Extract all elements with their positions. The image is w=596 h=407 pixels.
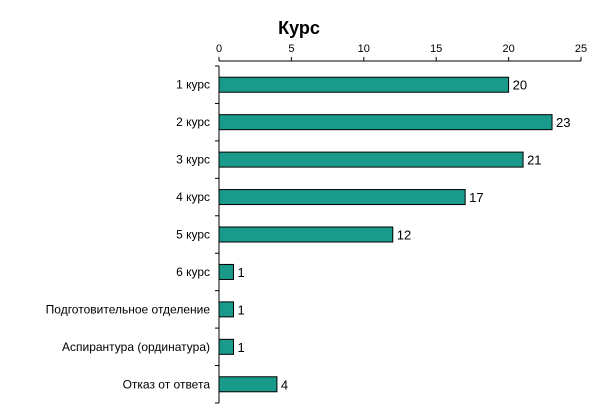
bar — [218, 263, 234, 280]
data-labels: 20 23 21 17 12 1 1 1 4 — [237, 78, 570, 393]
category-label: 5 курс — [176, 228, 210, 242]
bar — [218, 226, 394, 243]
category-label: 4 курс — [176, 190, 210, 204]
category-label: 1 курс — [176, 78, 210, 92]
data-label: 23 — [556, 115, 570, 130]
data-label: 20 — [513, 78, 527, 93]
category-label: Аспирантура (ординатура) — [62, 340, 210, 354]
category-label: Отказ от ответа — [123, 377, 211, 391]
chart-title: Курс — [278, 18, 320, 38]
bar — [218, 114, 553, 131]
data-label: 1 — [237, 340, 244, 355]
category-label: 6 курс — [176, 265, 210, 279]
bar — [218, 76, 510, 93]
category-label: Подготовительное отделение — [46, 302, 211, 316]
bar — [218, 189, 466, 206]
data-label: 21 — [527, 153, 541, 168]
x-tick-label: 10 — [358, 43, 370, 55]
bar — [218, 338, 234, 355]
data-label: 12 — [397, 228, 411, 243]
bar — [218, 151, 524, 168]
data-label: 4 — [281, 377, 288, 392]
x-tick-label: 5 — [288, 43, 294, 55]
category-label: 2 курс — [176, 115, 210, 129]
x-tick-label: 20 — [502, 43, 514, 55]
data-label: 17 — [469, 190, 483, 205]
bar — [218, 301, 234, 318]
data-label: 1 — [237, 302, 244, 317]
x-tick-label: 25 — [575, 43, 587, 55]
x-tick-label: 0 — [216, 43, 222, 55]
x-axis: 0 5 10 15 20 25 — [216, 43, 587, 62]
x-tick-label: 15 — [430, 43, 442, 55]
category-axis: 1 курс 2 курс 3 курс 4 курс 5 курс 6 курс Подг… — [46, 65, 220, 404]
bar — [218, 376, 278, 393]
data-label: 1 — [237, 265, 244, 280]
category-label: 3 курс — [176, 153, 210, 167]
bars — [218, 76, 553, 393]
